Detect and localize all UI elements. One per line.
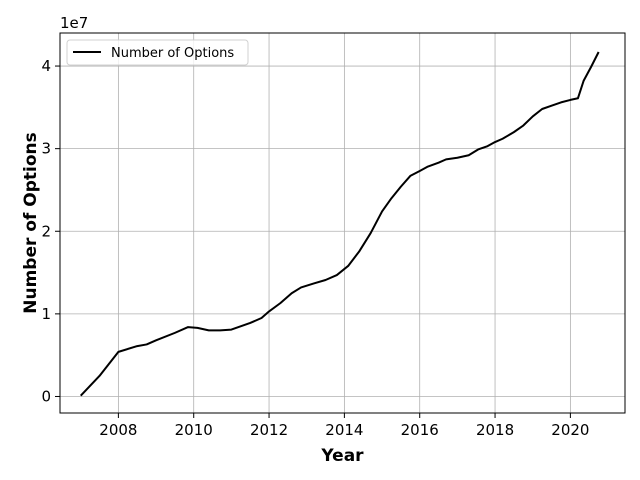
- y-tick-label: 0: [41, 387, 51, 405]
- y-offset-label: 1e7: [60, 14, 88, 32]
- x-tick-label: 2010: [175, 421, 213, 439]
- series-layer: [79, 51, 600, 397]
- legend: Number of Options: [66, 39, 249, 66]
- legend-entry: Number of Options: [111, 46, 234, 61]
- grid-lines: [60, 33, 625, 413]
- x-tick-label: 2012: [250, 421, 288, 439]
- x-tick-label: 2014: [325, 421, 363, 439]
- y-tick-label: 4: [41, 57, 51, 75]
- axis-ticks: 2008 2010 2012 2014 2016 2018 2020 0 1 2 3 4: [41, 57, 589, 439]
- y-tick-label: 2: [41, 222, 51, 240]
- series-line: [79, 51, 600, 397]
- y-tick-label: 1: [41, 305, 51, 323]
- plot-frame: [59, 32, 626, 414]
- x-tick-label: 2008: [99, 421, 137, 439]
- y-axis-label: Number of Options: [21, 132, 41, 314]
- x-tick-label: 2018: [476, 421, 514, 439]
- x-tick-label: 2016: [401, 421, 439, 439]
- y-tick-label: 3: [41, 140, 51, 158]
- x-tick-label: 2020: [551, 421, 589, 439]
- x-axis-label: Year: [320, 446, 364, 466]
- legend-box: [66, 39, 249, 66]
